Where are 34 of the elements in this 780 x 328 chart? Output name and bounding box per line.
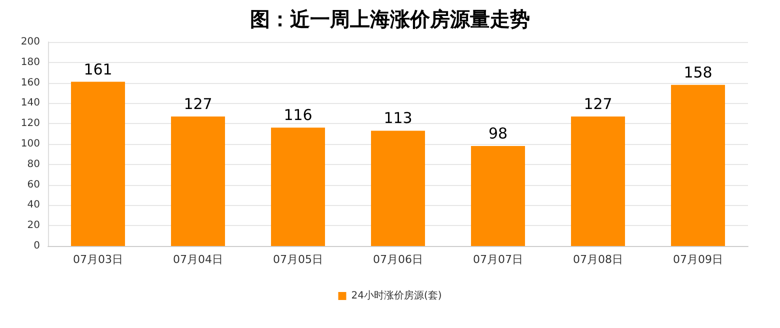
data-label: 127 — [584, 94, 612, 113]
y-tick-label: 180 — [20, 56, 40, 68]
y-tick-label: 40 — [27, 200, 40, 211]
y-tick-label: 100 — [20, 138, 40, 150]
legend-label: 24小时涨价房源(套) — [351, 290, 442, 302]
bar — [171, 116, 225, 246]
bar — [471, 146, 525, 246]
x-tick-label: 07月06日 — [373, 253, 423, 266]
y-tick-label: 0 — [34, 240, 40, 252]
y-tick-label: 200 — [20, 36, 40, 48]
y-tick-label: 140 — [20, 98, 40, 109]
x-tick-label: 07月05日 — [273, 253, 323, 266]
data-label: 116 — [284, 106, 312, 124]
chart-title: 图：近一周上海涨价房源量走势 — [250, 7, 530, 31]
bar — [371, 130, 425, 246]
y-tick-label: 160 — [20, 77, 40, 88]
y-tick-label: 60 — [27, 179, 40, 190]
y-tick-label: 120 — [20, 118, 40, 130]
data-label: 158 — [684, 63, 712, 82]
y-tick-label: 20 — [27, 220, 40, 232]
data-label: 127 — [184, 94, 212, 113]
x-tick-label: 07月08日 — [573, 253, 623, 266]
data-label: 113 — [384, 109, 412, 128]
x-tick-label: 07月07日 — [473, 253, 523, 266]
bar — [571, 116, 625, 246]
bar — [271, 128, 325, 246]
x-tick-label: 07月09日 — [673, 253, 723, 266]
data-label: 161 — [84, 60, 112, 78]
data-label: 98 — [488, 124, 508, 143]
bar — [671, 84, 725, 246]
y-tick-label: 80 — [27, 158, 40, 170]
bar — [71, 82, 125, 246]
x-tick-label: 07月03日 — [73, 253, 123, 266]
x-tick-label: 07月04日 — [173, 253, 223, 266]
